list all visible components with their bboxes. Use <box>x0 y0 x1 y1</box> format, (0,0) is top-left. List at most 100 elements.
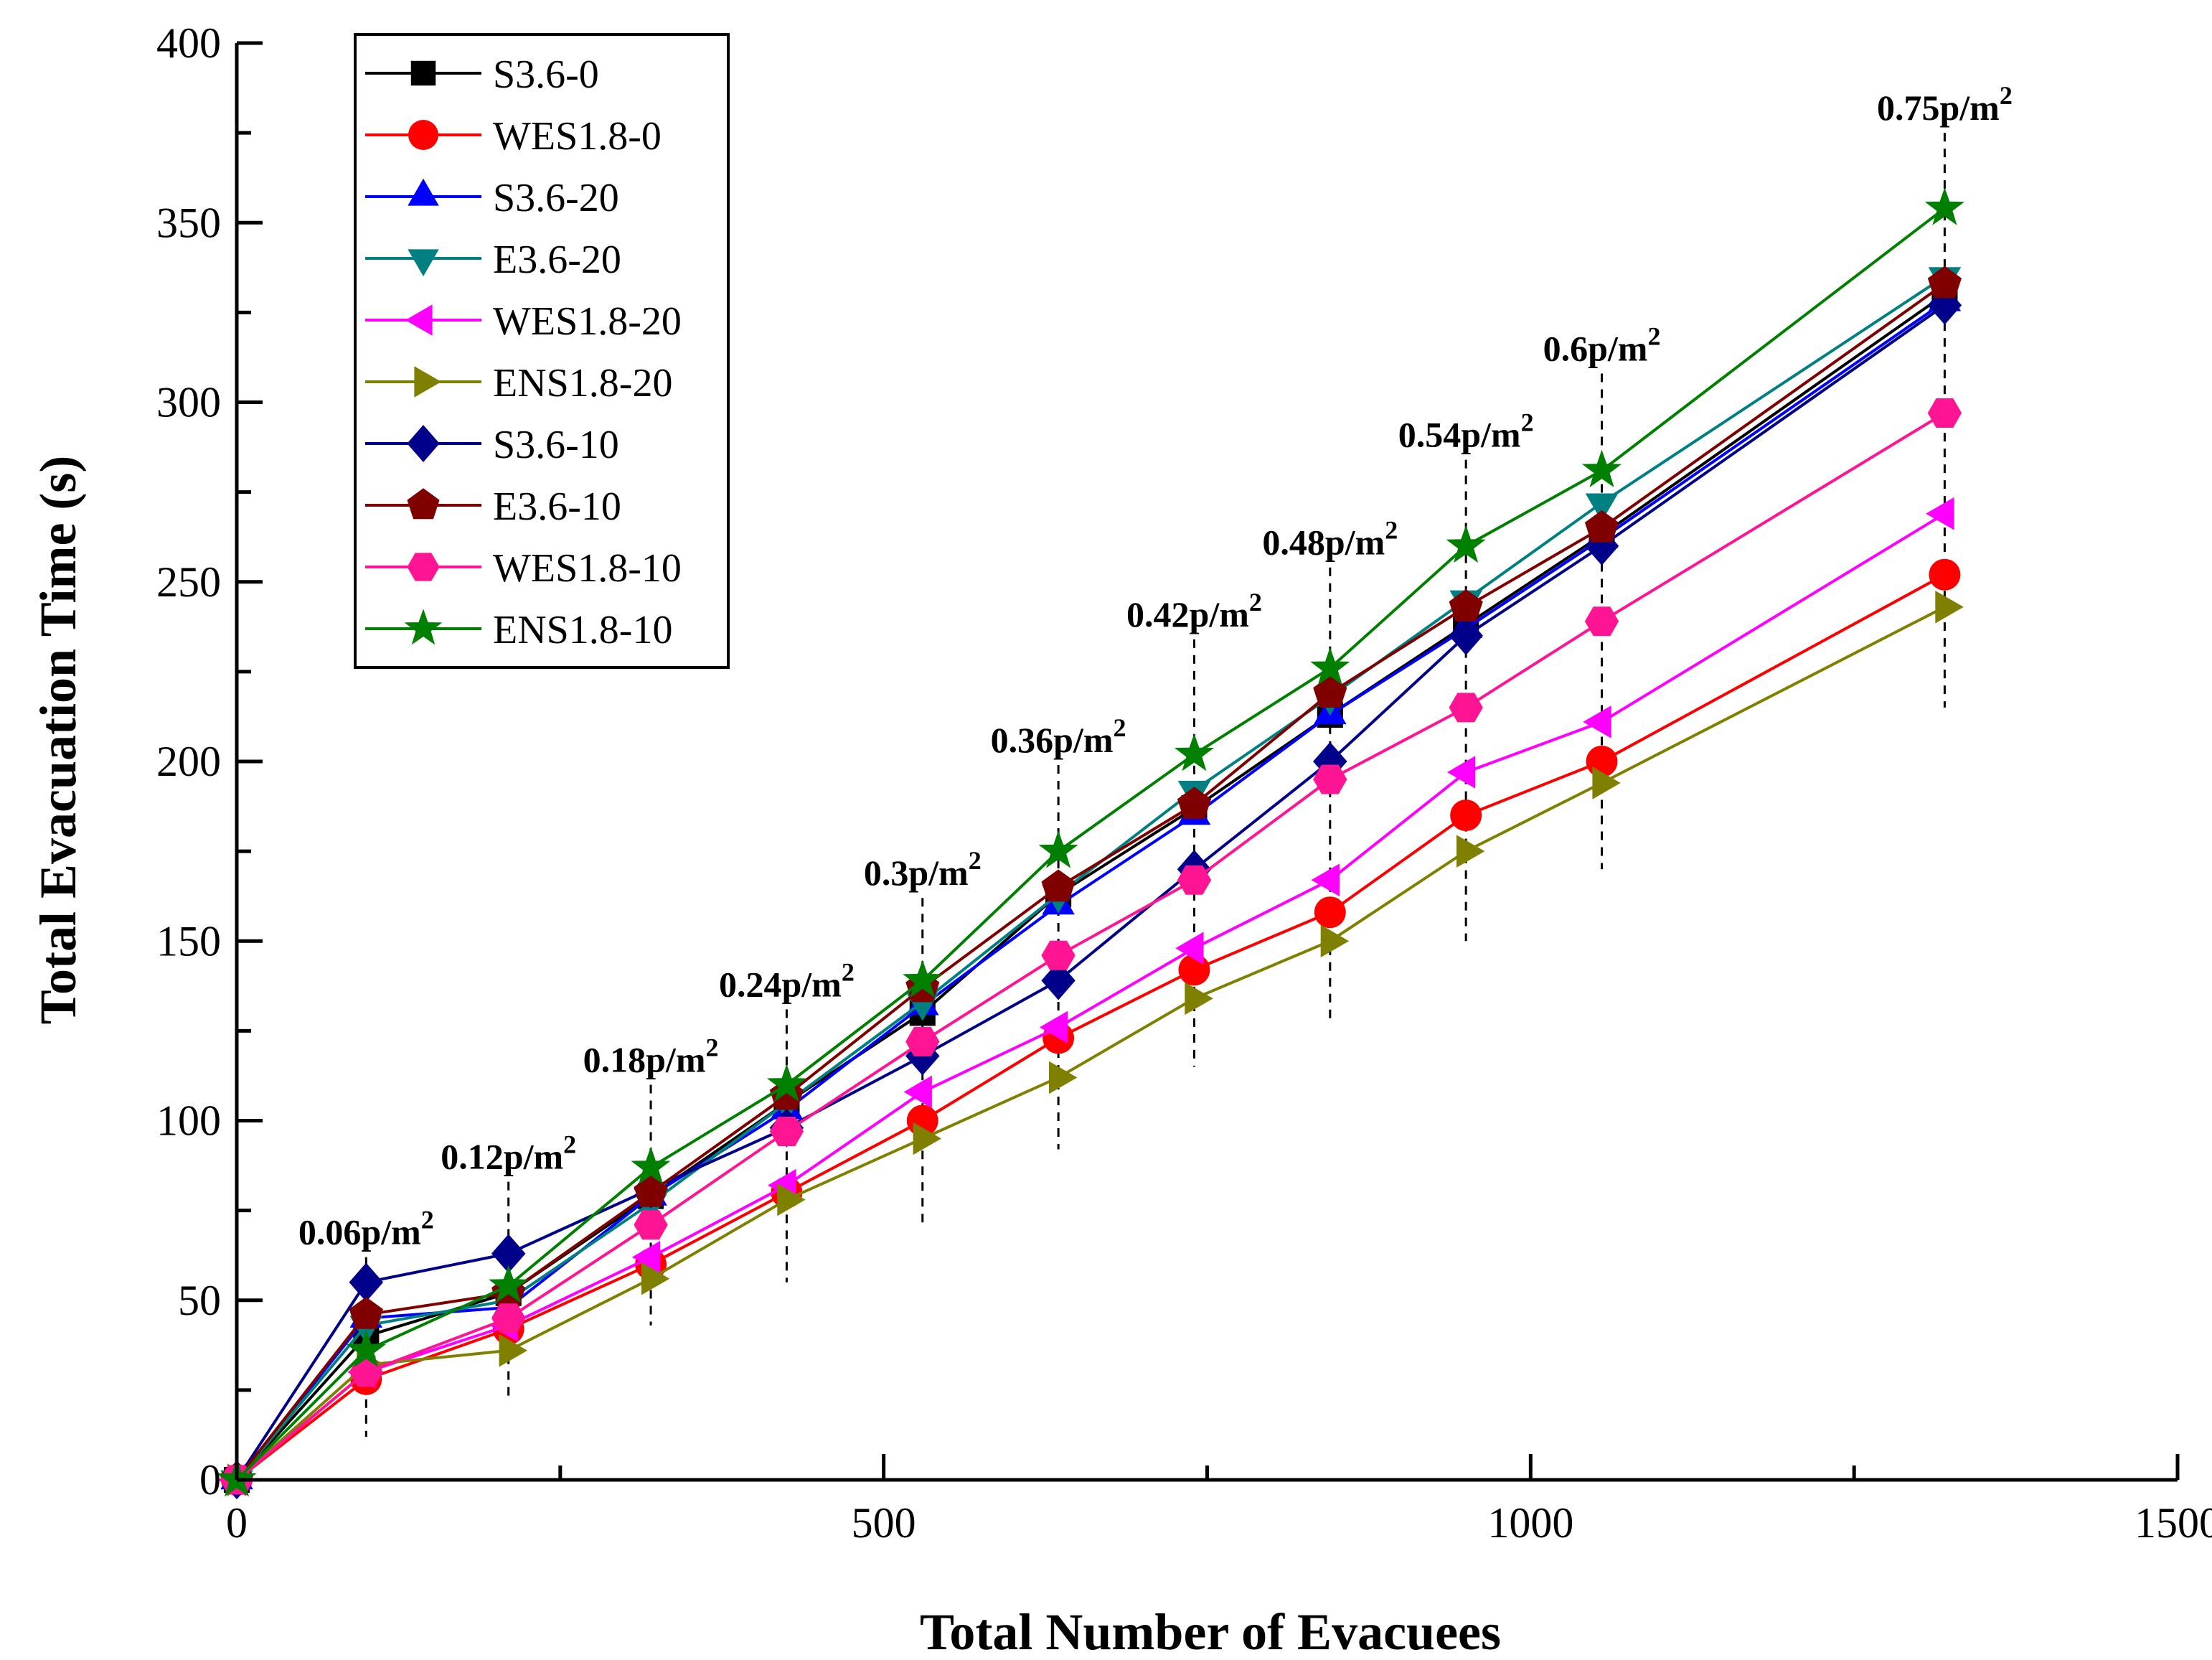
legend-label: WES1.8-20 <box>493 299 682 344</box>
data-point <box>1581 449 1622 488</box>
data-point <box>903 960 943 998</box>
density-label-sup: 2 <box>1114 713 1126 742</box>
data-point <box>489 1265 529 1303</box>
series-line <box>235 275 1946 1481</box>
legend-swatch-marker <box>408 120 438 150</box>
data-point <box>1041 961 1076 1000</box>
density-label-text: 0.42p/m <box>1126 594 1249 634</box>
data-point <box>499 1334 527 1367</box>
data-point <box>913 1122 942 1155</box>
legend-item: S3.6-20 <box>365 176 619 220</box>
data-point <box>1174 733 1215 772</box>
legend-swatch-marker <box>404 609 443 645</box>
y-tick-label: 250 <box>156 558 221 606</box>
series-WES1.8-10 <box>220 398 1962 1495</box>
density-label: 0.36p/m2 <box>991 713 1126 760</box>
axes-group: 0 500 1000 1500 0 50 100 150 200 250 300 350 400 <box>156 19 2212 1547</box>
data-point <box>1449 693 1483 723</box>
series-line <box>235 411 1946 1481</box>
legend-label: E3.6-10 <box>493 484 621 529</box>
density-label: 0.24p/m2 <box>719 957 855 1004</box>
density-label: 0.42p/m2 <box>1126 588 1262 634</box>
legend-label: ENS1.8-10 <box>493 608 672 652</box>
density-label: 0.75p/m2 <box>1877 81 2013 128</box>
density-label-sup: 2 <box>969 846 982 875</box>
legend-label: E3.6-20 <box>493 238 621 282</box>
series-line <box>235 293 1946 1481</box>
y-tick-label: 200 <box>156 738 221 785</box>
density-label-text: 0.06p/m <box>298 1212 421 1252</box>
series-line <box>235 207 1946 1481</box>
density-label-text: 0.24p/m <box>719 964 842 1004</box>
legend-swatch-marker <box>407 488 440 520</box>
y-axis-title: Total Evacuation Time (s) <box>29 456 87 1025</box>
series-WES1.8-0 <box>221 558 1961 1496</box>
data-point <box>777 1183 806 1216</box>
density-label: 0.06p/m2 <box>298 1206 434 1252</box>
density-label-sup: 2 <box>421 1206 434 1234</box>
data-point <box>1177 787 1212 820</box>
data-point <box>903 1075 932 1109</box>
legend-item: WES1.8-10 <box>365 546 682 591</box>
series-group <box>217 187 1965 1500</box>
y-tick-label: 50 <box>178 1277 221 1324</box>
density-label-text: 0.3p/m <box>864 853 969 893</box>
data-point <box>634 1174 668 1207</box>
density-label: 0.48p/m2 <box>1262 516 1398 563</box>
data-point <box>1456 835 1485 868</box>
density-label-text: 0.36p/m <box>991 720 1114 760</box>
legend-swatch-marker <box>407 425 440 462</box>
x-axis-title: Total Number of Evacuees <box>920 1603 1501 1656</box>
data-point <box>491 1303 526 1333</box>
data-point <box>1449 588 1483 622</box>
legend-label: ENS1.8-20 <box>493 361 672 405</box>
density-label-text: 0.48p/m <box>1262 522 1385 563</box>
series-line <box>235 512 1946 1481</box>
y-tick-label: 400 <box>156 19 221 67</box>
data-point <box>1320 924 1350 958</box>
density-label-sup: 2 <box>563 1130 576 1159</box>
data-point <box>349 1262 384 1302</box>
legend-swatch-marker <box>414 366 442 398</box>
legend-swatch-marker <box>408 178 439 206</box>
density-label-sup: 2 <box>705 1033 718 1061</box>
data-point <box>1041 940 1076 970</box>
x-tick-label: 500 <box>852 1499 916 1547</box>
legend-item: ENS1.8-10 <box>365 608 672 652</box>
data-point <box>1446 756 1476 789</box>
legend-item: WES1.8-0 <box>365 114 662 159</box>
series-line <box>235 606 1946 1481</box>
data-point <box>634 1210 668 1240</box>
data-point <box>1929 558 1961 591</box>
x-tick-label: 1000 <box>1487 1499 1573 1547</box>
legend-item: WES1.8-20 <box>365 299 682 344</box>
density-label-sup: 2 <box>1647 322 1660 350</box>
series-line <box>235 300 1946 1481</box>
density-label-sup: 2 <box>1249 588 1262 616</box>
data-point <box>1927 398 1962 428</box>
density-label-text: 0.6p/m <box>1543 328 1648 368</box>
data-point <box>1585 493 1619 522</box>
legend-swatch-marker <box>405 304 433 336</box>
series-ENS1.8-20 <box>227 591 1964 1496</box>
data-point <box>1449 616 1483 655</box>
legend-item: E3.6-10 <box>365 484 621 529</box>
data-point <box>1584 510 1619 543</box>
series-line <box>235 573 1946 1481</box>
legend-swatch-marker <box>407 553 440 581</box>
density-label-sup: 2 <box>842 957 855 986</box>
data-point <box>905 1026 940 1056</box>
series-WES1.8-20 <box>217 497 1954 1496</box>
density-label: 0.3p/m2 <box>864 846 982 893</box>
data-point <box>1592 766 1621 799</box>
y-tick-label: 100 <box>156 1097 221 1145</box>
data-point <box>1313 675 1347 708</box>
data-point <box>1926 497 1954 530</box>
density-label-text: 0.18p/m <box>583 1039 706 1079</box>
data-point <box>631 1146 671 1185</box>
legend: S3.6-0 WES1.8-0 S3.6-20 E3.6-20 WES1.8-20 ENS… <box>354 33 730 669</box>
legend-label: S3.6-20 <box>493 176 619 220</box>
data-point <box>1584 606 1619 637</box>
legend-item: S3.6-0 <box>365 52 599 97</box>
